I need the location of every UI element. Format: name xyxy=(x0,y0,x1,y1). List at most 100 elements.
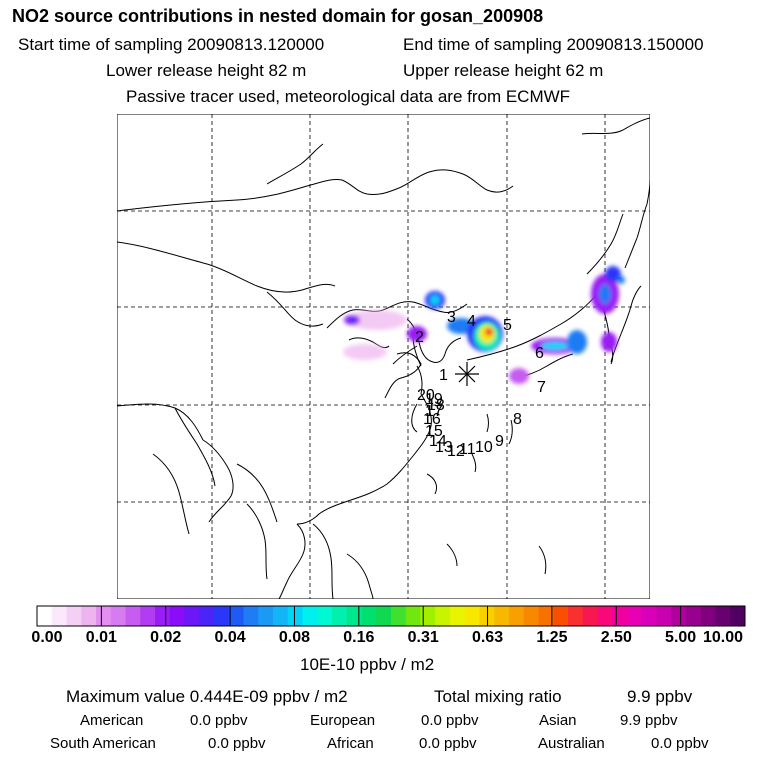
color-scale-cell xyxy=(656,606,672,626)
asian-value: 9.9 ppbv xyxy=(620,712,678,729)
source-label: 3 xyxy=(447,309,456,326)
color-scale-cell xyxy=(641,606,657,626)
american-value: 0.0 ppbv xyxy=(190,712,248,729)
color-scale-cell xyxy=(169,606,185,626)
source-label: 13 xyxy=(435,439,453,456)
color-scale-cell xyxy=(317,606,333,626)
european-value: 0.0 ppbv xyxy=(421,712,479,729)
source-label: 10 xyxy=(475,439,493,456)
max-value-label: Maximum value 0.444E-09 ppbv / m2 xyxy=(66,687,348,706)
source-label: 6 xyxy=(535,345,544,362)
source-label: 5 xyxy=(503,317,512,334)
south-american-value: 0.0 ppbv xyxy=(208,735,266,752)
color-scale-cell xyxy=(494,606,510,626)
color-scale-tick-label: 0.31 xyxy=(407,629,439,646)
color-scale-cell xyxy=(66,606,82,626)
lower-release-label: Lower release height 82 m xyxy=(106,61,307,80)
upper-release-label: Upper release height 62 m xyxy=(403,61,604,80)
color-scale-cell xyxy=(37,606,53,626)
australian-label: Australian xyxy=(538,735,605,752)
total-mixing-label: Total mixing ratio xyxy=(434,687,562,706)
australian-value: 0.0 ppbv xyxy=(651,735,709,752)
asian-label: Asian xyxy=(539,712,577,729)
color-scale-tick-label: 0.02 xyxy=(150,629,182,646)
color-scale-cell xyxy=(361,606,377,626)
color-scale-cell xyxy=(538,606,554,626)
color-scale-cell xyxy=(125,606,141,626)
color-scale-tick-label: 0.04 xyxy=(214,629,246,646)
map-panel: 1 2 3 4 5 6 7 8 9 10 11 12 13 14 15 16 1… xyxy=(117,114,650,599)
receptor-label: 1 xyxy=(439,367,448,384)
color-scale-tick-label: 10.00 xyxy=(702,629,744,646)
color-scale-cell xyxy=(523,606,539,626)
color-scale-cell xyxy=(140,606,156,626)
color-scale-bar xyxy=(36,605,746,627)
color-scale-cell xyxy=(405,606,421,626)
color-scale-cell xyxy=(420,606,436,626)
color-scale-tick-label: 0.16 xyxy=(343,629,375,646)
color-scale-cell xyxy=(715,606,731,626)
tracer-label: Passive tracer used, meteorological data… xyxy=(126,87,571,106)
source-label: 17 xyxy=(425,403,443,420)
european-label: European xyxy=(310,712,376,729)
color-scale-cell xyxy=(243,606,259,626)
page-title: NO2 source contributions in nested domai… xyxy=(12,6,544,26)
source-label: 20 xyxy=(417,387,435,404)
source-label: 8 xyxy=(513,411,522,428)
color-scale-cell xyxy=(302,606,318,626)
color-scale-cell xyxy=(258,606,274,626)
color-scale-cell xyxy=(332,606,348,626)
color-scale-cell xyxy=(376,606,392,626)
color-scale-cell xyxy=(730,606,746,626)
receptor-marker xyxy=(455,362,479,386)
color-scale-cell xyxy=(700,606,716,626)
color-scale-tick-label: 1.25 xyxy=(536,629,568,646)
source-label: 2 xyxy=(415,329,424,346)
map-grid xyxy=(117,114,650,599)
color-scale-cell xyxy=(110,606,126,626)
color-scale-cell xyxy=(228,606,244,626)
color-scale-cell xyxy=(199,606,215,626)
color-scale-cell xyxy=(464,606,480,626)
end-time-label: End time of sampling 20090813.150000 xyxy=(403,35,704,54)
source-label: 9 xyxy=(495,433,504,450)
total-mixing-value: 9.9 ppbv xyxy=(627,687,693,706)
contribution-field xyxy=(343,266,625,384)
color-scale-cell xyxy=(96,606,112,626)
source-label: 7 xyxy=(537,379,546,396)
color-scale-cell xyxy=(155,606,171,626)
color-scale-cell xyxy=(509,606,525,626)
color-scale-cell xyxy=(612,606,628,626)
color-scale-tick-label: 0.63 xyxy=(471,629,504,646)
color-scale-tick-label: 0.01 xyxy=(85,629,117,646)
color-scale-cell xyxy=(686,606,702,626)
color-scale-cell xyxy=(346,606,362,626)
source-label: 11 xyxy=(459,441,476,458)
color-scale-cell xyxy=(81,606,97,626)
source-label: 18 xyxy=(427,397,445,414)
color-scale-cell xyxy=(51,606,67,626)
source-label: 14 xyxy=(429,433,447,450)
color-scale-cell xyxy=(597,606,613,626)
color-scale-tick-label: 5.00 xyxy=(665,629,697,646)
color-scale-cell xyxy=(568,606,584,626)
american-label: American xyxy=(80,712,144,729)
color-scale-cell xyxy=(435,606,451,626)
color-scale-cell xyxy=(671,606,687,626)
start-time-label: Start time of sampling 20090813.120000 xyxy=(18,35,325,54)
color-scale-border xyxy=(36,605,746,627)
source-label: 19 xyxy=(425,391,443,408)
color-scale-cell xyxy=(582,606,598,626)
color-scale-cell xyxy=(287,606,303,626)
color-scale-tick-label: 0.00 xyxy=(31,629,63,646)
color-scale-cell xyxy=(391,606,407,626)
color-scale-tick-label: 2.50 xyxy=(600,629,632,646)
color-scale-tick-label: 0.08 xyxy=(278,629,311,646)
source-label: 12 xyxy=(447,443,465,460)
african-value: 0.0 ppbv xyxy=(419,735,477,752)
source-label: 4 xyxy=(467,313,476,330)
color-scale-cell xyxy=(273,606,289,626)
african-label: African xyxy=(327,735,374,752)
color-scale-cell xyxy=(184,606,200,626)
color-scale-cell xyxy=(450,606,466,626)
